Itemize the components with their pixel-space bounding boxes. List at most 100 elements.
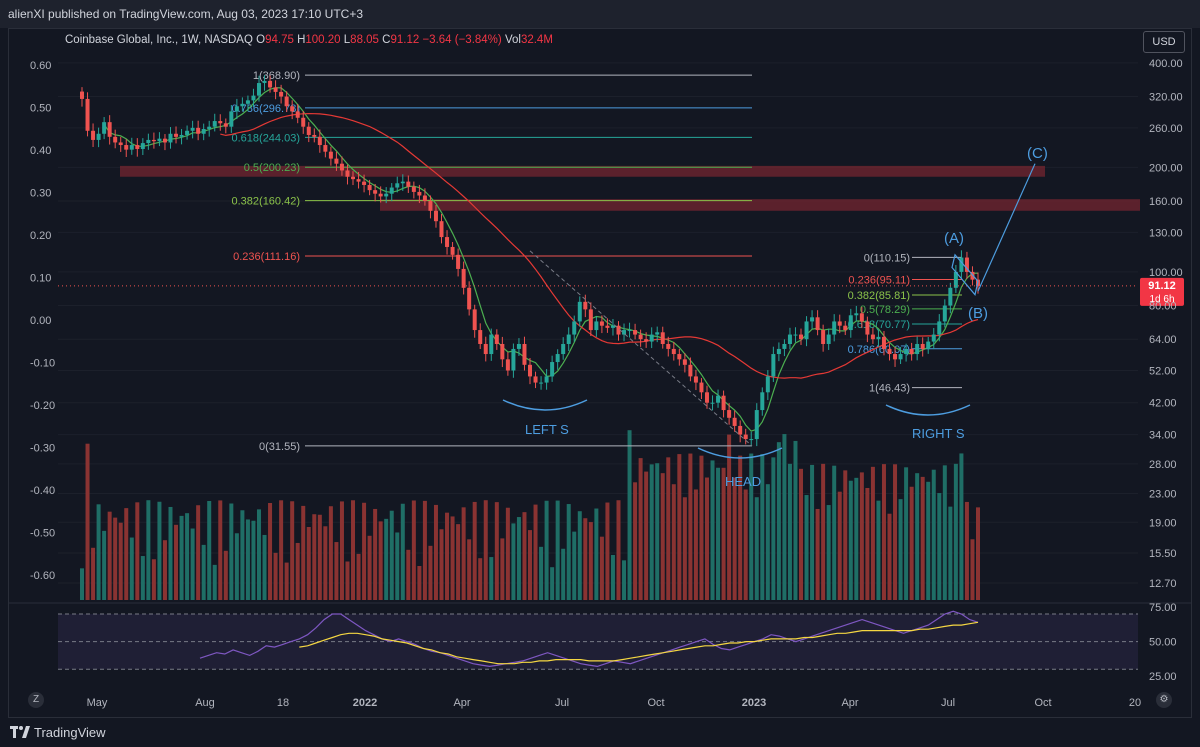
candle-body <box>511 348 516 371</box>
candle-body <box>406 181 411 187</box>
volume-bar <box>909 486 914 600</box>
candle-body <box>848 315 853 331</box>
volume-bar <box>688 453 693 600</box>
candle-body <box>799 334 804 340</box>
candle-body <box>555 354 560 363</box>
time-tick-label: 2022 <box>353 697 377 709</box>
candle-body <box>599 321 604 326</box>
candle-body <box>439 221 444 238</box>
candle-body <box>876 336 881 340</box>
candle-body <box>677 354 682 360</box>
candle-body <box>135 145 140 149</box>
rsi-tick-label: 50.00 <box>1149 637 1177 649</box>
volume-bar <box>406 549 411 600</box>
candle-body <box>627 330 632 332</box>
volume-bar <box>201 544 206 600</box>
volume-bar <box>776 442 781 600</box>
volume-bar <box>577 511 582 600</box>
currency-button[interactable]: USD <box>1143 31 1185 53</box>
volume-bar <box>727 434 732 600</box>
volume-bar <box>500 538 505 600</box>
price-tick-label: 34.00 <box>1149 430 1177 442</box>
high-key: H <box>297 34 306 46</box>
candle-body <box>113 136 118 143</box>
price-tick-label: 130.00 <box>1149 227 1183 239</box>
volume-bar <box>754 497 759 600</box>
candle-body <box>290 106 295 112</box>
volume-bar <box>743 489 748 600</box>
time-tick-label: Jul <box>941 697 955 709</box>
price-tick-label: 260.00 <box>1149 123 1183 135</box>
candle-body <box>655 332 660 335</box>
candle-body <box>616 325 621 335</box>
volume-bar <box>931 469 936 600</box>
candle-body <box>528 364 532 377</box>
candle-body <box>339 163 344 171</box>
volume-bar <box>240 510 245 600</box>
candle-body <box>196 127 201 134</box>
tradingview-logo <box>10 726 30 738</box>
volume-bar <box>804 495 809 600</box>
volume-bar <box>151 559 156 600</box>
candle-body <box>699 382 704 393</box>
candle-body <box>174 133 179 137</box>
left-tick-label: -0.20 <box>30 400 55 412</box>
candle-body <box>721 395 726 411</box>
fib-level-label: 0.618(70.77) <box>848 319 910 331</box>
candle-body <box>704 392 709 403</box>
volume-bar <box>732 477 737 600</box>
candle-body <box>273 87 278 92</box>
volume-bar <box>633 482 638 600</box>
volume-bar <box>356 553 361 600</box>
volume-bar <box>422 500 427 600</box>
candle-body <box>915 343 920 355</box>
volume-bar <box>378 521 383 600</box>
candle-body <box>317 136 322 146</box>
volume-bar <box>566 504 571 600</box>
candle-body <box>96 133 101 140</box>
volume-bar <box>588 522 593 600</box>
volume-bar <box>351 500 356 600</box>
candle-body <box>146 139 151 144</box>
candle-body <box>594 321 599 331</box>
candle-body <box>422 195 427 202</box>
gear-icon[interactable]: ⚙ <box>1156 692 1172 708</box>
candle-body <box>959 257 964 272</box>
candle-body <box>843 325 848 331</box>
left-tick-label: 0.00 <box>30 315 51 327</box>
volume-bar <box>710 460 715 600</box>
volume-bar <box>489 557 494 600</box>
wave-c-projection <box>977 163 1036 292</box>
z-icon[interactable]: Z <box>28 692 44 708</box>
volume-bar <box>555 500 560 600</box>
head-label: HEAD <box>725 474 761 489</box>
candle-body <box>577 301 582 322</box>
candle-body <box>494 334 499 344</box>
volume-bar <box>284 562 289 600</box>
candle-body <box>716 395 721 403</box>
volume-bar <box>616 500 621 600</box>
price-tick-label: 12.70 <box>1149 578 1177 590</box>
ma-long-line <box>220 112 979 379</box>
volume-bar <box>179 515 184 600</box>
candle-body <box>964 257 969 272</box>
volume-bar <box>937 493 942 600</box>
candle-body <box>362 181 367 185</box>
candle-body <box>417 191 422 196</box>
volume-bar <box>445 512 450 600</box>
candle-body <box>428 201 433 211</box>
volume-bar <box>140 556 145 600</box>
candle-body <box>671 348 676 355</box>
candle-body <box>229 111 234 127</box>
candle-body <box>234 106 239 112</box>
volume-bar <box>516 517 521 600</box>
volume-bar <box>699 455 704 600</box>
right-shoulder-arc <box>885 404 971 416</box>
candle-body <box>887 348 892 355</box>
candle-body <box>660 332 665 344</box>
volume-bar <box>245 519 250 600</box>
volume-bar <box>920 476 925 600</box>
time-tick-label: Apr <box>841 697 858 709</box>
candle-body <box>898 354 903 360</box>
